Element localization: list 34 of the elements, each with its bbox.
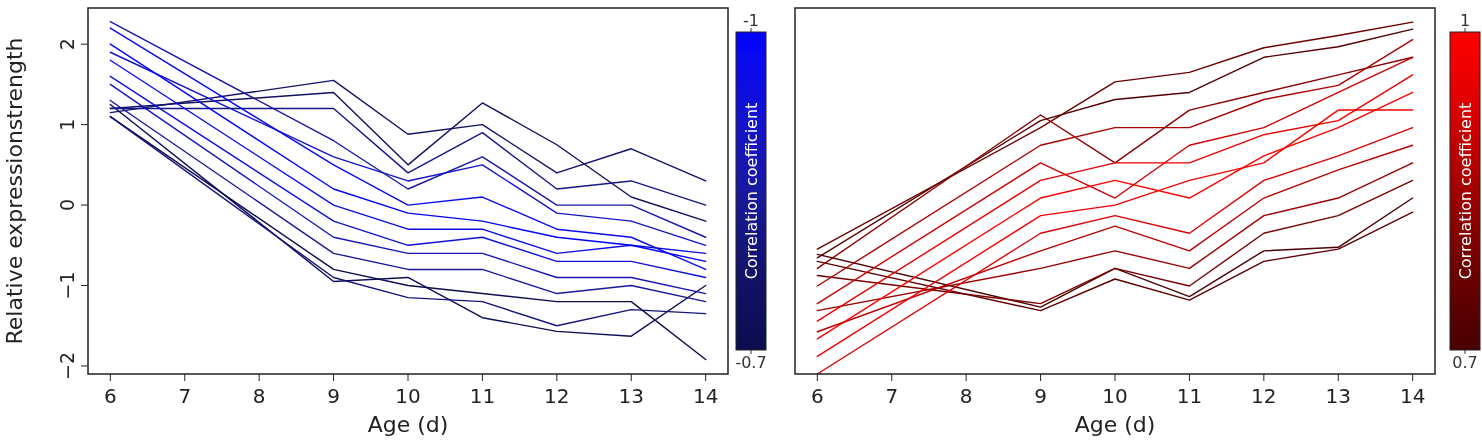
x-axis-title: Age (d) xyxy=(1074,412,1156,437)
x-tick-label: 12 xyxy=(1251,384,1277,408)
text: -1 xyxy=(743,11,759,30)
y-tick-label: −2 xyxy=(56,351,78,380)
text: 0.7 xyxy=(1452,353,1478,372)
x-tick-label: 11 xyxy=(469,384,496,408)
x-tick-label: 12 xyxy=(544,384,570,408)
y-tick-label: 1 xyxy=(56,118,78,131)
x-tick-label: 13 xyxy=(1325,384,1351,408)
y-tick-label: 2 xyxy=(56,38,78,51)
x-tick-label: 9 xyxy=(1034,384,1047,408)
color-bar-title: Correlation coefficient xyxy=(742,102,761,280)
x-tick-label: 6 xyxy=(103,384,117,408)
x-tick-label: 14 xyxy=(692,384,719,408)
x-tick-label: 7 xyxy=(885,384,899,408)
x-axis-title: Age (d) xyxy=(367,412,449,437)
x-tick-label: 8 xyxy=(959,384,973,408)
x-tick-label: 8 xyxy=(252,384,266,408)
y-axis-title: Relative expressionstrength xyxy=(2,37,27,345)
text: 1 xyxy=(1459,11,1471,30)
x-tick-label: 13 xyxy=(618,384,644,408)
text: -0.7 xyxy=(735,353,767,372)
x-tick-label: 9 xyxy=(327,384,340,408)
y-tick-label: −1 xyxy=(56,271,78,300)
color-bar-title: Correlation coefficient xyxy=(1456,102,1475,280)
x-tick-label: 7 xyxy=(178,384,192,408)
x-tick-label: 10 xyxy=(395,384,421,408)
x-tick-label: 11 xyxy=(1176,384,1203,408)
y-tick-label: 0 xyxy=(56,199,78,212)
line-series xyxy=(109,107,707,206)
line-series xyxy=(109,20,707,238)
x-tick-label: 6 xyxy=(810,384,824,408)
x-tick-label: 10 xyxy=(1102,384,1128,408)
x-tick-label: 14 xyxy=(1399,384,1426,408)
